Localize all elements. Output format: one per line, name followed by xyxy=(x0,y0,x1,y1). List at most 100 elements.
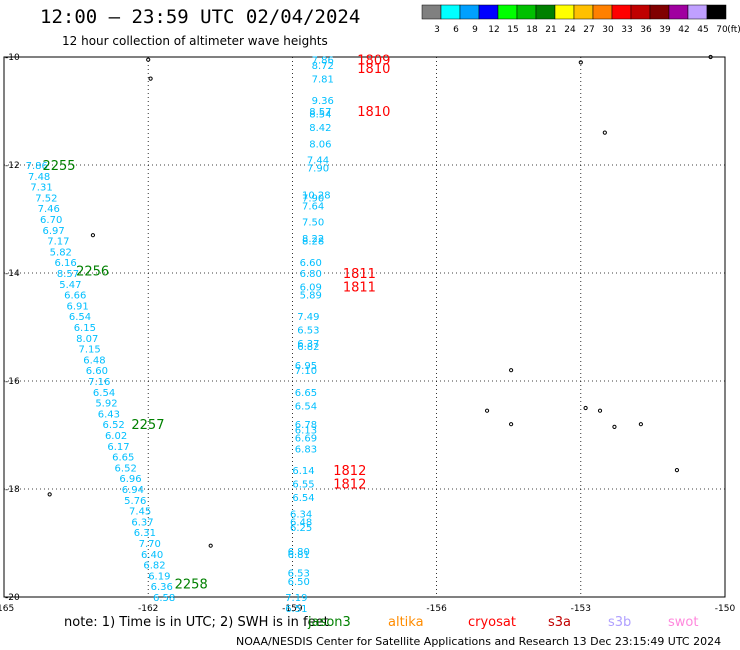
wave-height-label: 6.31 xyxy=(134,528,156,539)
legend-value: 3 xyxy=(434,25,440,35)
wave-height-label: 6.09 xyxy=(300,283,322,294)
wave-height-label: 7.17 xyxy=(47,237,69,248)
pass-time-label: 1810 xyxy=(357,62,390,77)
wave-height-label: 7.46 xyxy=(38,204,60,215)
wave-height-label: 6.66 xyxy=(64,291,86,302)
pass-time-label: 1812 xyxy=(333,464,366,479)
wave-height-label: 7.19 xyxy=(285,593,307,604)
wave-height-label: 7.45 xyxy=(129,507,151,518)
legend-value: 39 xyxy=(659,25,671,35)
legend-unit: (ft) xyxy=(727,25,740,35)
pass-time-label: 2255 xyxy=(42,159,75,174)
wave-height-label: 6.53 xyxy=(288,569,310,580)
wave-height-label: 8.57 xyxy=(309,107,331,118)
pass-time-label: 2256 xyxy=(76,264,109,279)
satellite-name: altika xyxy=(388,615,424,630)
pass-time-label: 1812 xyxy=(333,478,366,493)
wave-height-label: 7.31 xyxy=(30,183,52,194)
wave-height-label: 6.81 xyxy=(288,550,310,561)
satellite-name: s3a xyxy=(548,615,571,630)
island-dot xyxy=(597,408,603,413)
wave-height-label: 6.25 xyxy=(290,523,312,534)
legend-swatch xyxy=(573,4,594,20)
satellite-name: jason3 xyxy=(307,615,351,630)
wave-height-label: 7.86 xyxy=(312,56,334,67)
legend-value: 33 xyxy=(621,25,632,35)
wave-height-label: 6.82 xyxy=(143,561,165,572)
legend-value: 30 xyxy=(602,25,614,35)
wave-height-label: 7.90 xyxy=(307,164,329,175)
x-tick-label: -150 xyxy=(715,604,736,614)
wave-height-label: 7.15 xyxy=(79,345,101,356)
wave-height-label: 6.82 xyxy=(297,342,319,353)
wave-height-label: 6.95 xyxy=(295,361,317,372)
legend-swatch xyxy=(687,4,708,20)
wave-height-label: 8.42 xyxy=(309,123,331,134)
y-tick-label: -12 xyxy=(5,161,20,171)
wave-height-label: 6.19 xyxy=(148,571,170,582)
wave-height-label: 7.90 xyxy=(302,193,324,204)
wave-height-label: 6.54 xyxy=(292,493,314,504)
wave-height-label: 7.86 xyxy=(26,161,48,172)
island-dot xyxy=(484,408,490,413)
legend-swatch xyxy=(706,4,727,20)
island-dot xyxy=(583,405,588,411)
wave-height-label: 6.60 xyxy=(86,366,108,377)
legend-swatch xyxy=(649,4,670,20)
y-tick-label: -18 xyxy=(5,485,20,495)
credit-text: NOAA/NESDIS Center for Satellite Applica… xyxy=(236,635,721,648)
wave-height-label: 6.91 xyxy=(66,301,88,312)
legend-value: 18 xyxy=(526,25,538,35)
legend-swatch xyxy=(592,4,613,20)
y-tick-label: -16 xyxy=(5,377,20,387)
legend-value: 6 xyxy=(453,25,459,35)
wave-height-label: 6.48 xyxy=(290,517,312,528)
wave-height-label: 6.40 xyxy=(141,550,163,561)
legend-swatch xyxy=(554,4,575,20)
legend-swatch xyxy=(535,4,556,20)
wave-height-label: 8.22 xyxy=(302,234,324,245)
wave-height-label: 6.97 xyxy=(42,226,64,237)
wave-height-label: 6.65 xyxy=(295,388,317,399)
legend-swatch xyxy=(478,4,499,20)
legend-value: 70 xyxy=(716,25,728,35)
island-dot xyxy=(90,233,96,238)
wave-height-label: 6.43 xyxy=(98,409,120,420)
wave-height-label: 7.10 xyxy=(295,366,317,377)
wave-height-label: 6.70 xyxy=(40,215,62,226)
island-dot xyxy=(47,492,52,497)
x-tick-label: -162 xyxy=(138,604,158,614)
wave-height-label: 6.60 xyxy=(300,258,322,269)
wave-height-label: 8.06 xyxy=(309,139,331,150)
wave-height-label: 5.47 xyxy=(59,280,81,291)
wave-height-label: 8.54 xyxy=(309,110,331,121)
wave-height-label: 6.54 xyxy=(93,388,115,399)
wave-height-label: 6.15 xyxy=(74,323,96,334)
wave-height-label: 8.57 xyxy=(57,269,79,280)
pass-time-label: 2258 xyxy=(175,578,208,593)
wave-height-label: 6.50 xyxy=(288,577,310,588)
y-tick-label: -10 xyxy=(5,53,20,63)
wave-height-label: 6.54 xyxy=(295,401,317,412)
x-tick-label: -159 xyxy=(282,604,303,614)
chart-title: 12:00 — 23:59 UTC 02/04/2024 xyxy=(40,6,361,28)
island-dot xyxy=(148,76,153,81)
legend-swatch xyxy=(459,4,480,20)
wave-height-label: 6.80 xyxy=(288,547,310,558)
island-dot xyxy=(509,422,514,427)
legend-value: 21 xyxy=(545,25,556,35)
wave-height-label: 6.69 xyxy=(295,434,317,445)
legend-value: 15 xyxy=(507,25,518,35)
wave-height-label: 6.02 xyxy=(105,431,127,442)
wave-height-label: 6.53 xyxy=(297,326,319,337)
wave-height-label: 5.82 xyxy=(50,247,72,258)
wave-height-label: 7.50 xyxy=(302,218,324,229)
legend-swatch xyxy=(668,4,689,20)
wave-height-label: 10.28 xyxy=(302,191,331,202)
wave-height-label: 6.36 xyxy=(151,582,173,593)
legend-swatch xyxy=(630,4,651,20)
wave-height-label: 6.37 xyxy=(297,339,319,350)
wave-height-label: 7.64 xyxy=(302,202,324,213)
x-tick-label: -165 xyxy=(0,604,14,614)
wave-height-label: 7.44 xyxy=(307,156,329,167)
